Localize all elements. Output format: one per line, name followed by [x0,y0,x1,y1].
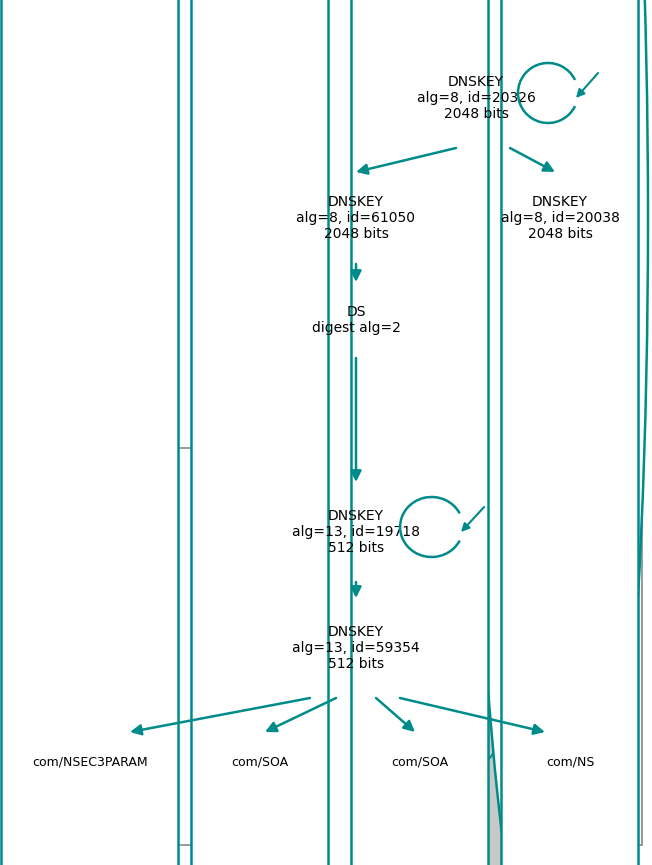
Text: (2024-10-04 06:52:15 UTC): (2024-10-04 06:52:15 UTC) [276,388,428,398]
Ellipse shape [276,0,436,865]
FancyBboxPatch shape [192,0,329,865]
Ellipse shape [472,0,648,865]
Ellipse shape [376,0,576,865]
Text: (2024-10-04 09:58:45 UTC): (2024-10-04 09:58:45 UTC) [22,820,174,830]
Text: DNSKEY
alg=13, id=59354
512 bits: DNSKEY alg=13, id=59354 512 bits [292,625,420,671]
Ellipse shape [388,0,564,766]
Text: DNSKEY
alg=8, id=61050
2048 bits: DNSKEY alg=8, id=61050 2048 bits [297,195,415,241]
Ellipse shape [268,0,444,865]
Ellipse shape [251,0,461,865]
FancyBboxPatch shape [8,448,642,845]
Text: DS
digest alg=2: DS digest alg=2 [312,304,400,335]
Text: com/SOA: com/SOA [391,755,449,768]
Text: .: . [276,368,280,381]
FancyBboxPatch shape [265,12,645,425]
Text: DNSKEY
alg=8, id=20326
2048 bits: DNSKEY alg=8, id=20326 2048 bits [417,74,535,121]
Ellipse shape [251,0,461,865]
FancyBboxPatch shape [351,0,488,865]
Text: com/NS: com/NS [546,755,594,768]
Text: DNSKEY
alg=13, id=19718
512 bits: DNSKEY alg=13, id=19718 512 bits [292,509,420,555]
Text: com: com [22,802,49,815]
Text: DNSKEY
alg=8, id=20038
2048 bits: DNSKEY alg=8, id=20038 2048 bits [501,195,619,241]
Text: com/SOA: com/SOA [231,755,289,768]
Text: com/NSEC3PARAM: com/NSEC3PARAM [32,755,148,768]
FancyBboxPatch shape [501,0,638,865]
Ellipse shape [263,0,449,865]
FancyBboxPatch shape [1,0,179,865]
